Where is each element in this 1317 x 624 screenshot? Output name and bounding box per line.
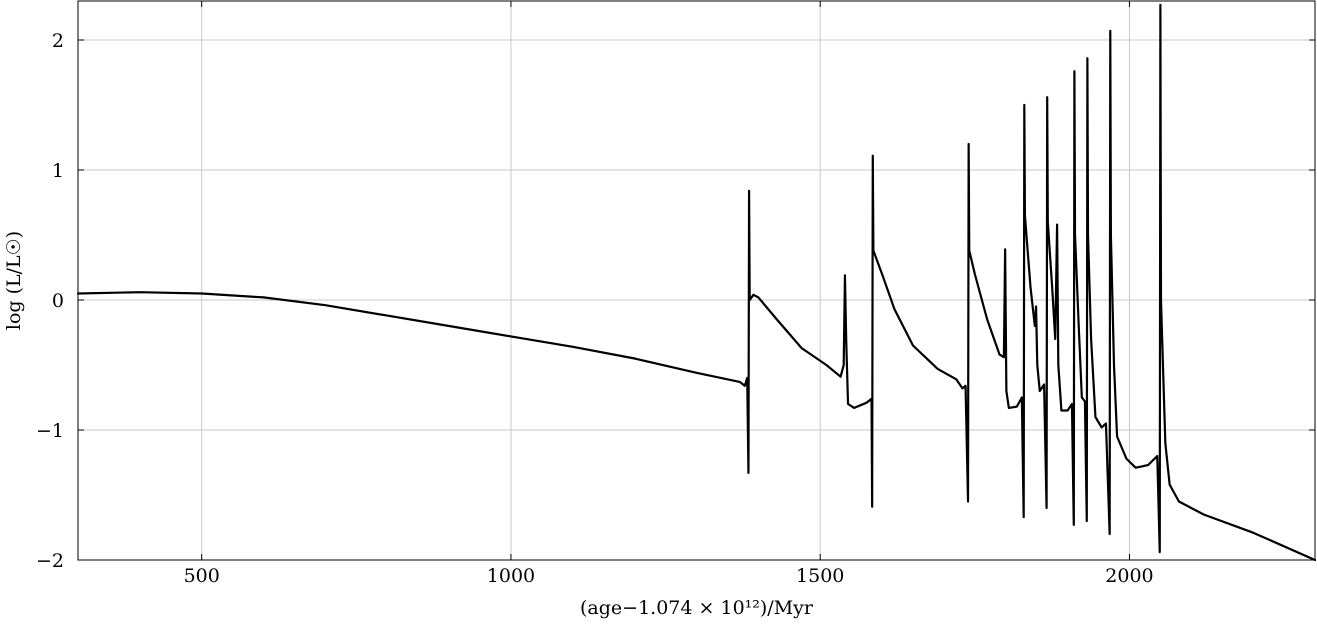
- y-tick-label: 0: [52, 290, 64, 312]
- y-tick-label: −1: [36, 420, 64, 442]
- x-tick-label: 1000: [487, 565, 535, 587]
- x-tick-label: 1500: [796, 565, 844, 587]
- x-axis-label: (age−1.074 × 10¹²)/Myr: [580, 597, 814, 619]
- y-axis-label: log (L/L☉): [3, 231, 25, 330]
- plot-area: [76, 3, 1317, 562]
- x-tick-label: 500: [184, 565, 220, 587]
- y-tick-label: 1: [52, 160, 64, 182]
- plot-frame: [77, 0, 1316, 561]
- grid: [78, 1, 1315, 561]
- x-tick-label: 2000: [1105, 565, 1153, 587]
- y-tick-label: −2: [36, 550, 64, 572]
- luminosity-curve: [76, 3, 1317, 562]
- y-tick-label: 2: [52, 30, 64, 52]
- ticks: 500 1000 1500 2000 −2 −1 0 1 2: [36, 1, 1315, 587]
